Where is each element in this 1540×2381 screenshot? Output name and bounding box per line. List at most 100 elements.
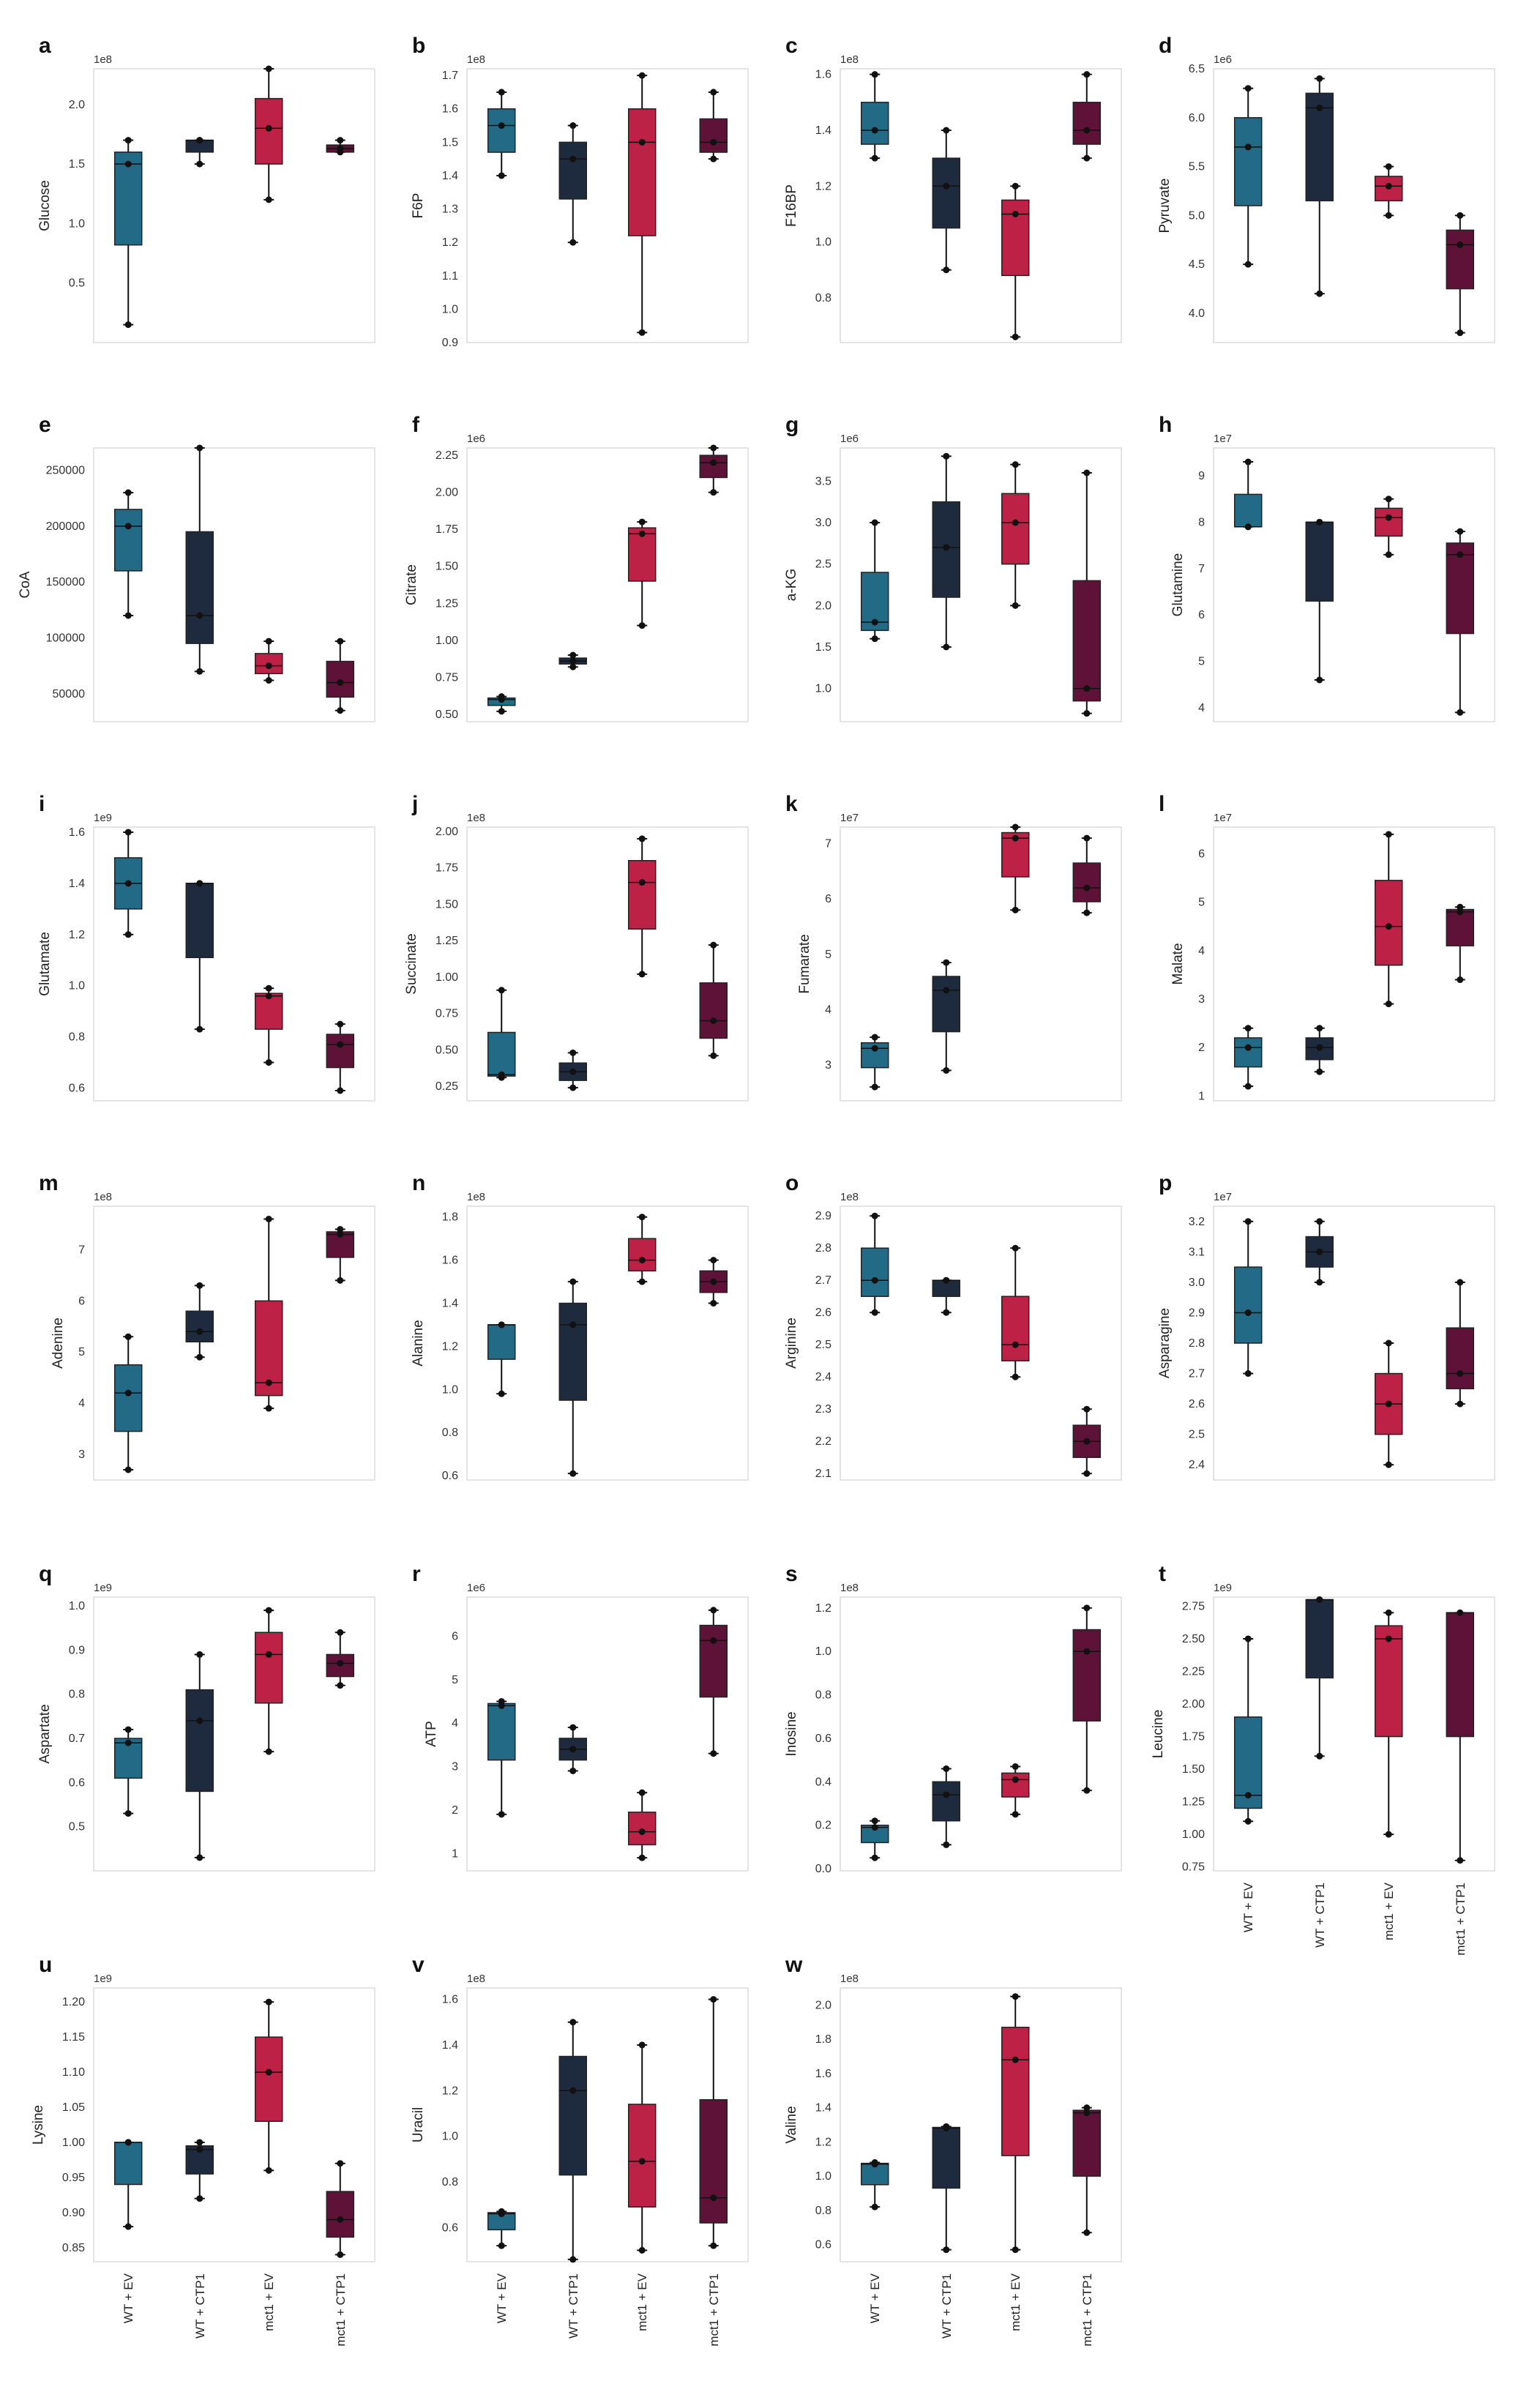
box-iqr [1001, 1296, 1030, 1361]
data-point [710, 1637, 717, 1644]
data-point [569, 1084, 577, 1091]
y-tick-label: 9 [1198, 470, 1205, 482]
data-point [569, 155, 577, 162]
y-tick-label: 1.8 [442, 1211, 458, 1224]
box-iqr [699, 982, 728, 1039]
box-3 [699, 89, 728, 162]
y-tick-label: 0.6 [69, 1776, 85, 1789]
data-point [265, 1215, 272, 1222]
y-tick-label: 1.5 [442, 136, 458, 149]
box-1 [558, 1278, 588, 1477]
box-0 [113, 137, 143, 329]
y-tick-label: 1.0 [815, 2170, 831, 2183]
y-tick-label: 7 [78, 1244, 85, 1256]
box-2 [1001, 1763, 1030, 1818]
panel-letter-l: l [1159, 792, 1165, 816]
data-point [638, 72, 646, 79]
box-iqr [932, 976, 961, 1033]
y-axis-label: Valine [784, 2106, 799, 2143]
y-tick-label: 0.6 [69, 1083, 85, 1095]
y-tick-label: 0.50 [436, 1044, 458, 1056]
panel-letter-q: q [39, 1562, 52, 1586]
y-tick-label: 1.20 [62, 1996, 85, 2008]
data-point [638, 1278, 646, 1285]
data-point [871, 1277, 878, 1284]
box-iqr [113, 152, 143, 246]
x-tick-label: WT + CTP1 [940, 2273, 954, 2339]
data-point [196, 1651, 203, 1658]
box-iqr [627, 860, 657, 930]
data-point [1083, 2109, 1091, 2117]
data-point [1012, 1993, 1019, 2000]
data-point [1083, 834, 1091, 842]
box-0 [487, 1697, 516, 1818]
data-point [871, 618, 878, 626]
y-tick-label: 1.50 [436, 898, 458, 911]
y-tick-label: 1.00 [436, 635, 458, 647]
box-0 [113, 1333, 143, 1473]
panel-p: p 1e7 2.4 2.5 2.6 2.7 2.8 2.9 3.0 3.1 3.2 Asparagin… [1157, 1171, 1495, 1481]
data-point [871, 2158, 878, 2166]
box-3 [1072, 71, 1102, 162]
panel-letter-s: s [785, 1562, 798, 1586]
data-point [265, 1059, 272, 1066]
y-tick-label: 3.1 [1189, 1246, 1205, 1258]
data-point [124, 523, 132, 530]
panel-w: w 1e8 0.6 0.8 1.0 1.2 1.4 1.6 1.8 2.0 Valine WT + E… [784, 1953, 1122, 2347]
data-point [871, 127, 878, 134]
data-point [1457, 976, 1464, 984]
box-iqr [1305, 92, 1334, 202]
data-point [871, 1083, 878, 1091]
data-point [943, 1765, 950, 1772]
y-axis-label: Inosine [784, 1711, 799, 1756]
axis-scale-label: 1e8 [467, 812, 485, 824]
axis-scale-label: 1e8 [840, 1582, 859, 1594]
data-point [871, 1817, 878, 1825]
data-point [1316, 1596, 1323, 1604]
box-iqr [1446, 1612, 1475, 1738]
data-point [1457, 212, 1464, 219]
y-tick-label: 0.25 [436, 1080, 458, 1093]
y-tick-label: 1.00 [1182, 1828, 1205, 1841]
data-point [498, 1321, 505, 1328]
data-point [1385, 923, 1392, 930]
axis-scale-label: 1e8 [840, 53, 859, 66]
box-iqr [254, 993, 283, 1030]
data-point [943, 2246, 950, 2254]
box-3 [326, 1020, 355, 1094]
box-2 [1374, 1339, 1403, 1468]
panel-letter-n: n [412, 1171, 425, 1195]
y-tick-label: 0.8 [815, 2205, 831, 2217]
data-point [124, 137, 132, 144]
data-point [1316, 1218, 1323, 1225]
data-point [871, 154, 878, 162]
y-axis-label: Adenine [51, 1317, 66, 1369]
box-0 [113, 1726, 143, 1817]
data-point [124, 1726, 132, 1733]
data-point [1012, 1373, 1019, 1380]
data-point [638, 138, 646, 146]
y-tick-label: 0.95 [62, 2172, 85, 2184]
y-tick-label: 1.75 [436, 862, 458, 875]
y-tick-label: 2.0 [69, 99, 85, 111]
data-point [1316, 75, 1323, 82]
y-tick-label: 1.0 [69, 1600, 85, 1612]
data-point [196, 2139, 203, 2146]
y-tick-label: 6 [1198, 848, 1205, 860]
data-point [1083, 154, 1091, 162]
y-tick-label: 5 [78, 1346, 85, 1358]
y-tick-label: 1.4 [442, 1298, 458, 1310]
y-tick-label: 0.6 [442, 2221, 458, 2234]
box-iqr [185, 531, 214, 644]
panel-letter-u: u [39, 1953, 52, 1977]
axis-scale-label: 1e8 [94, 1191, 112, 1203]
data-point [265, 2068, 272, 2076]
box-0 [487, 987, 516, 1081]
data-point [337, 1629, 344, 1636]
y-tick-label: 200000 [46, 520, 85, 533]
box-iqr [1001, 493, 1030, 565]
box-iqr [932, 1781, 961, 1822]
y-tick-label: 0.8 [442, 1427, 458, 1439]
data-point [943, 182, 950, 190]
